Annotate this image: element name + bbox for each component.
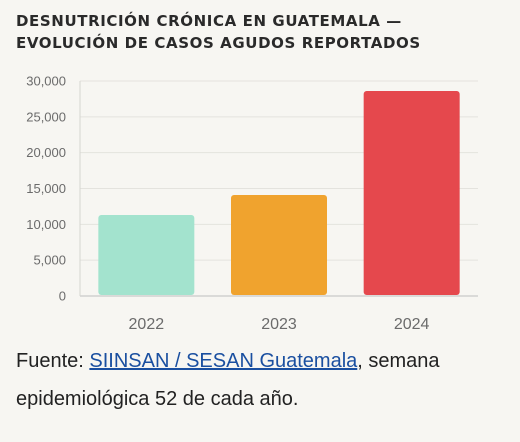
y-tick-label: 25,000 <box>26 109 66 124</box>
source-link[interactable]: SIINSAN / SESAN Guatemala <box>89 350 358 372</box>
y-tick-label: 20,000 <box>26 145 66 160</box>
x-tick-label: 2024 <box>394 316 430 333</box>
chart-title-line-2: EVOLUCIÓN DE CASOS AGUDOS REPORTADOS <box>16 34 421 52</box>
y-tick-label: 30,000 <box>26 74 66 89</box>
y-tick-label: 10,000 <box>26 217 66 232</box>
bar-2023 <box>231 194 327 295</box>
y-axis-ticks: 0 5,000 10,000 15,000 20,000 25,000 30,000 <box>26 74 66 304</box>
chart-title-line-1: DESNUTRICIÓN CRÓNICA EN GUATEMALA — <box>16 12 402 30</box>
x-axis-ticks: 2022 2023 2024 <box>129 316 430 333</box>
y-tick-label: 5,000 <box>33 253 66 268</box>
bar-2024 <box>363 91 460 296</box>
source-suffix: , semana epidemiológica 52 de cada año. <box>16 350 440 410</box>
source-note: Fuente: SIINSAN / SESAN Guatemala, seman… <box>16 342 508 418</box>
chart-title: DESNUTRICIÓN CRÓNICA EN GUATEMALA — EVOL… <box>16 10 506 54</box>
chart-bars <box>98 91 460 296</box>
bar-chart: 0 5,000 10,000 15,000 20,000 25,000 30,000 202… <box>26 74 478 333</box>
y-tick-label: 15,000 <box>26 181 66 196</box>
y-tick-label: 0 <box>59 289 66 304</box>
source-prefix: Fuente: <box>16 350 90 372</box>
x-tick-label: 2023 <box>261 316 297 333</box>
bar-2022 <box>98 215 195 295</box>
x-tick-label: 2022 <box>129 316 165 333</box>
